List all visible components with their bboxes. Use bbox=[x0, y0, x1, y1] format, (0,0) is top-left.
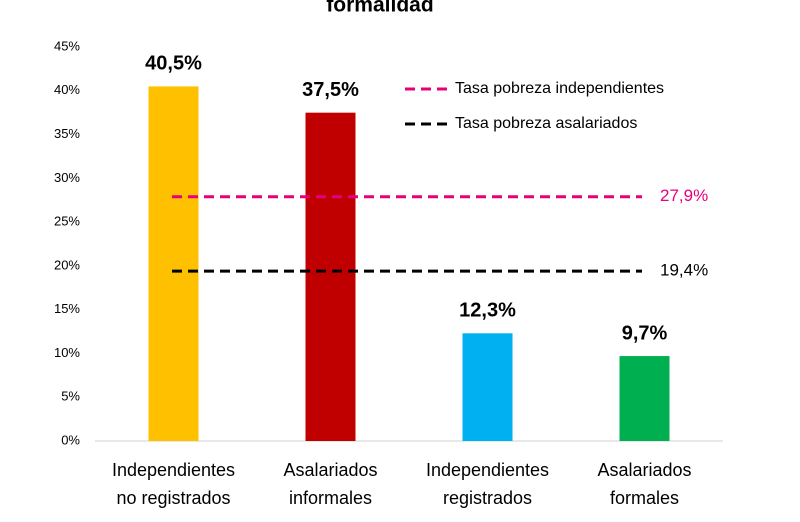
bar bbox=[305, 112, 356, 442]
chart-title: formalidad bbox=[326, 0, 433, 17]
x-tick-label: Asalariados informales bbox=[283, 460, 377, 508]
legend-label: Tasa pobreza independientes bbox=[455, 80, 664, 97]
y-tick-label: 35% bbox=[54, 126, 80, 141]
bar bbox=[619, 356, 670, 441]
y-tick-label: 5% bbox=[61, 389, 80, 404]
bar bbox=[148, 86, 199, 442]
y-tick-label: 15% bbox=[54, 301, 80, 316]
x-tick-label: Independientes registrados bbox=[426, 460, 549, 508]
bar bbox=[462, 333, 513, 441]
value-label: 37,5% bbox=[302, 79, 359, 101]
x-tick-label: Independientes no registrados bbox=[112, 460, 235, 508]
y-tick-label: 10% bbox=[54, 345, 80, 360]
y-tick-label: 25% bbox=[54, 214, 80, 229]
value-label: 9,7% bbox=[622, 322, 668, 344]
reference-label: 27,9% bbox=[660, 186, 708, 205]
value-label: 12,3% bbox=[459, 300, 516, 322]
y-tick-label: 30% bbox=[54, 170, 80, 185]
y-tick-label: 40% bbox=[54, 82, 80, 97]
x-tick-label: Asalariados formales bbox=[597, 460, 691, 508]
y-tick-label: 0% bbox=[61, 432, 80, 447]
legend-label: Tasa pobreza asalariados bbox=[455, 115, 637, 132]
reference-label: 19,4% bbox=[660, 261, 708, 280]
y-tick-label: 20% bbox=[54, 257, 80, 272]
value-label: 40,5% bbox=[145, 53, 202, 75]
y-tick-label: 45% bbox=[54, 38, 80, 53]
